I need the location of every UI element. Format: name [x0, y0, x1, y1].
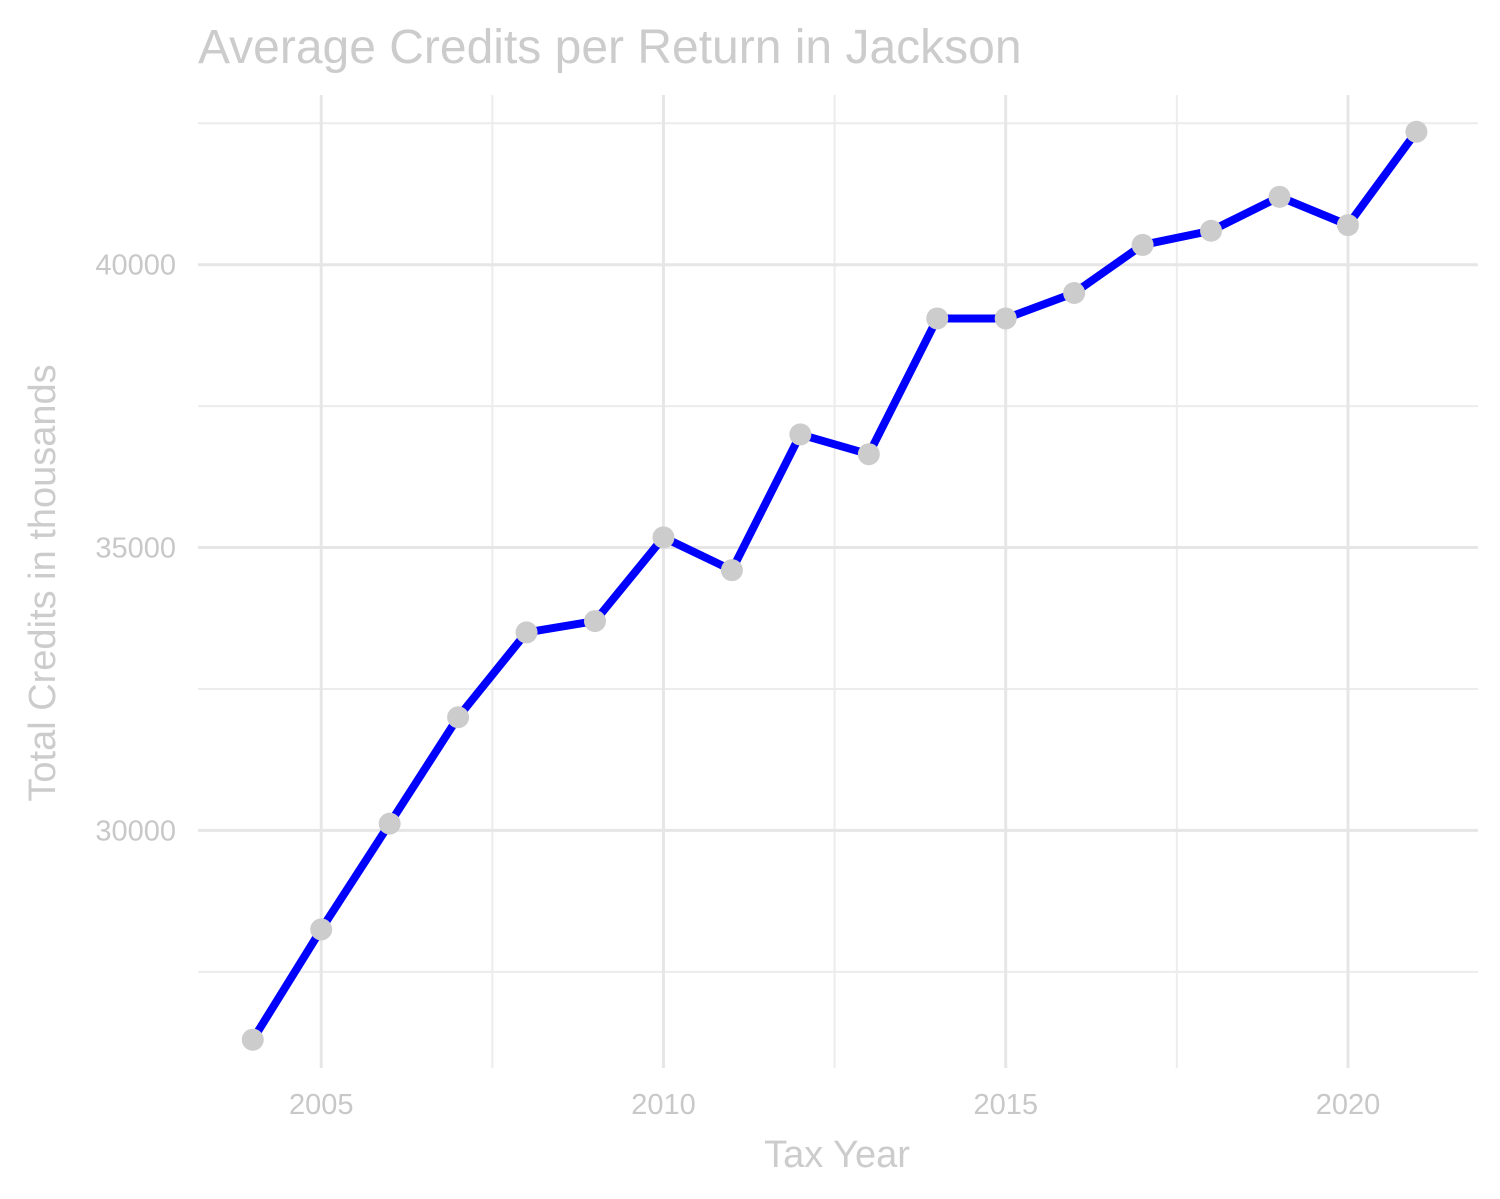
x-tick-label: 2010: [631, 1089, 696, 1121]
series-line: [248, 127, 1421, 1044]
data-point: [241, 1028, 264, 1051]
data-point: [1336, 214, 1359, 237]
data-point: [926, 307, 949, 330]
data-point: [515, 621, 538, 644]
y-tick-label: 30000: [95, 815, 176, 847]
data-point: [378, 812, 401, 835]
data-point: [994, 307, 1017, 330]
chart-title: Average Credits per Return in Jackson: [198, 21, 1022, 74]
data-point: [652, 526, 675, 549]
data-point: [789, 423, 812, 446]
grid-layer: [198, 95, 1478, 1068]
data-point: [720, 559, 743, 582]
series-layer: [248, 127, 1421, 1044]
points-layer: [241, 120, 1428, 1051]
data-point: [857, 443, 880, 466]
labels-layer: 2005 2010 2015 2020 30000 35000 40000: [95, 250, 1380, 1121]
data-point: [447, 706, 470, 729]
y-tick-label: 40000: [95, 250, 176, 282]
y-tick-label: 35000: [95, 533, 176, 565]
data-point: [1063, 281, 1086, 304]
data-point: [310, 918, 333, 941]
data-point: [1131, 233, 1154, 256]
x-tick-label: 2020: [1316, 1089, 1381, 1121]
data-point: [1268, 185, 1291, 208]
x-tick-label: 2005: [289, 1089, 354, 1121]
x-tick-label: 2015: [973, 1089, 1038, 1121]
x-axis-title: Tax Year: [764, 1134, 910, 1176]
data-point: [584, 610, 607, 633]
data-point: [1200, 219, 1223, 242]
y-axis-title: Total Credits in thousands: [22, 364, 64, 801]
data-point: [1405, 120, 1428, 143]
